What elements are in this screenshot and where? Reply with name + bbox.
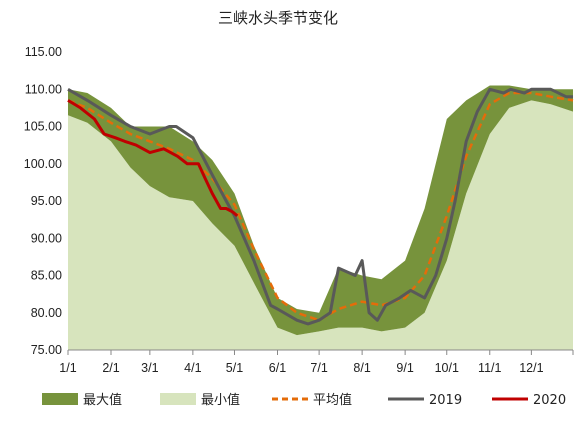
chart-title: 三峡水头季节变化: [218, 9, 338, 27]
x-tick-label: 4/1: [184, 361, 201, 375]
legend-label: 平均值: [313, 392, 352, 408]
x-tick-label: 7/1: [310, 361, 327, 375]
y-tick-label: 110.00: [25, 82, 62, 96]
y-tick-label: 95.00: [31, 194, 62, 208]
legend-label: 2020: [533, 393, 566, 408]
legend-swatch: [42, 393, 78, 405]
legend-item: 2019: [388, 393, 462, 408]
legend: 最大值 最小值 平均值 2019 2020: [42, 392, 566, 408]
y-tick-label: 80.00: [31, 306, 62, 320]
x-tick-label: 8/1: [353, 361, 370, 375]
legend-label: 最小值: [201, 392, 240, 408]
legend-item: 最小值: [160, 392, 240, 408]
legend-item: 平均值: [272, 392, 352, 408]
x-tick-label: 11/1: [478, 361, 501, 375]
legend-swatch: [160, 393, 196, 405]
y-tick-label: 100.00: [24, 157, 62, 171]
series-2019-line: [67, 87, 573, 326]
x-tick-label: 12/1: [519, 361, 543, 375]
x-tick-label: 3/1: [141, 361, 158, 375]
legend-label: 最大值: [83, 392, 122, 408]
legend-item: 最大值: [42, 392, 122, 408]
y-tick-label: 75.00: [31, 343, 62, 357]
min-area: [68, 100, 573, 351]
x-tick-label: 5/1: [226, 361, 243, 375]
y-tick-label: 85.00: [31, 269, 62, 283]
x-tick-label: 1/1: [59, 361, 76, 375]
plot-area: [67, 85, 574, 351]
x-tick-label: 2/1: [102, 361, 119, 375]
x-tick-label: 9/1: [396, 361, 413, 375]
average-line: [67, 91, 574, 322]
series-2020-line: [67, 99, 239, 218]
y-tick-label: 90.00: [31, 231, 62, 245]
legend-item: 2020: [492, 393, 566, 408]
x-tick-label: 6/1: [269, 361, 286, 375]
x-tick-label: 10/1: [435, 361, 459, 375]
legend-label: 2019: [429, 393, 462, 408]
max-area: [68, 85, 573, 336]
axes: 75.00 80.00 85.00 90.00 95.00 100.00 105.00 110…: [24, 45, 574, 375]
y-tick-label: 115.00: [25, 45, 62, 59]
y-tick-label: 105.00: [24, 120, 62, 134]
